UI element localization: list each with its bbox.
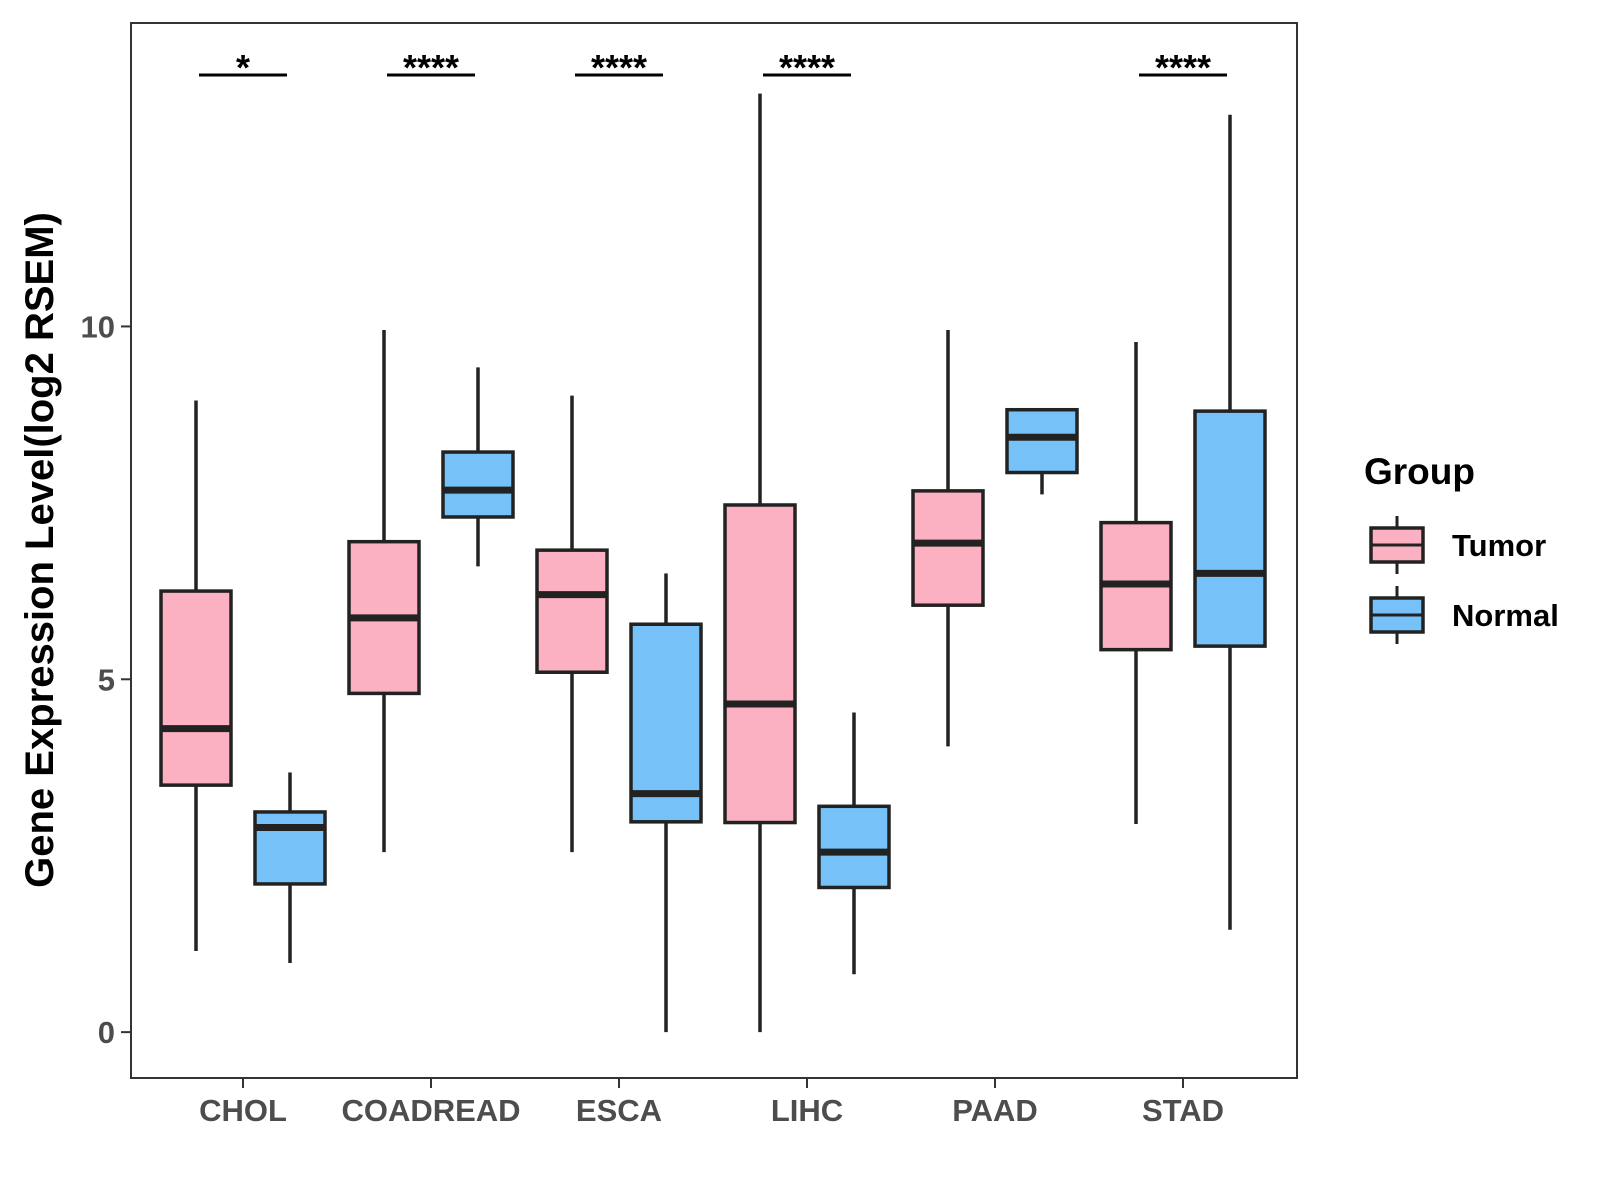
significance-label: **** bbox=[779, 47, 835, 88]
x-tick-label: COADREAD bbox=[341, 1093, 520, 1128]
box-body bbox=[817, 804, 891, 890]
box-body bbox=[911, 489, 985, 607]
significance-label: **** bbox=[1155, 47, 1211, 88]
box-normal-esca bbox=[629, 573, 703, 1033]
box-body bbox=[1005, 407, 1079, 475]
box-normal-coadread bbox=[441, 367, 515, 567]
box-tumor-paad bbox=[911, 329, 985, 747]
box-tumor-stad bbox=[1099, 341, 1173, 824]
box-body bbox=[159, 589, 233, 787]
significance-coadread: **** bbox=[387, 47, 475, 88]
box-tumor-lihc bbox=[723, 93, 797, 1033]
significance-label: **** bbox=[403, 47, 459, 88]
box-normal-paad bbox=[1005, 407, 1079, 495]
x-axis: CHOL COADREAD ESCA LIHC PAAD STAD bbox=[199, 1078, 1224, 1128]
box-tumor-esca bbox=[535, 395, 609, 853]
significance-layer: * **** **** **** **** bbox=[199, 47, 1227, 88]
x-tick-label: STAD bbox=[1142, 1093, 1224, 1128]
legend-title: Group bbox=[1364, 451, 1475, 492]
legend-label: Tumor bbox=[1452, 528, 1546, 563]
significance-stad: **** bbox=[1139, 47, 1227, 88]
x-tick-label: PAAD bbox=[952, 1093, 1038, 1128]
x-tick-label: LIHC bbox=[771, 1093, 843, 1128]
box-normal-lihc bbox=[817, 712, 891, 975]
box-tumor-chol bbox=[159, 400, 233, 951]
box-normal-stad bbox=[1193, 114, 1267, 930]
box-body bbox=[441, 450, 515, 519]
significance-esca: **** bbox=[575, 47, 663, 88]
box-body bbox=[629, 622, 703, 824]
significance-label: * bbox=[236, 47, 250, 88]
legend-entry-normal: Normal bbox=[1369, 586, 1559, 644]
y-tick-label: 5 bbox=[98, 662, 115, 697]
x-tick-label: CHOL bbox=[199, 1093, 287, 1128]
significance-label: **** bbox=[591, 47, 647, 88]
box-body bbox=[253, 810, 327, 886]
y-axis-label: Gene Expression Level(log2 RSEM) bbox=[18, 212, 62, 888]
x-tick-label: ESCA bbox=[576, 1093, 662, 1128]
y-axis: 0 5 10 bbox=[81, 309, 131, 1050]
box-body bbox=[723, 503, 797, 825]
y-tick-label: 10 bbox=[81, 309, 115, 344]
box-tumor-coadread bbox=[347, 329, 421, 853]
legend-label: Normal bbox=[1452, 598, 1559, 633]
legend-entry-tumor: Tumor bbox=[1369, 516, 1546, 574]
significance-lihc: **** bbox=[763, 47, 851, 88]
legend: Group Tumor Normal bbox=[1364, 451, 1559, 644]
box-normal-chol bbox=[253, 772, 327, 963]
y-tick-label: 0 bbox=[98, 1015, 115, 1050]
box-body bbox=[535, 548, 609, 674]
boxes-layer bbox=[159, 93, 1267, 1033]
significance-chol: * bbox=[199, 47, 287, 88]
box-body bbox=[1193, 409, 1267, 648]
